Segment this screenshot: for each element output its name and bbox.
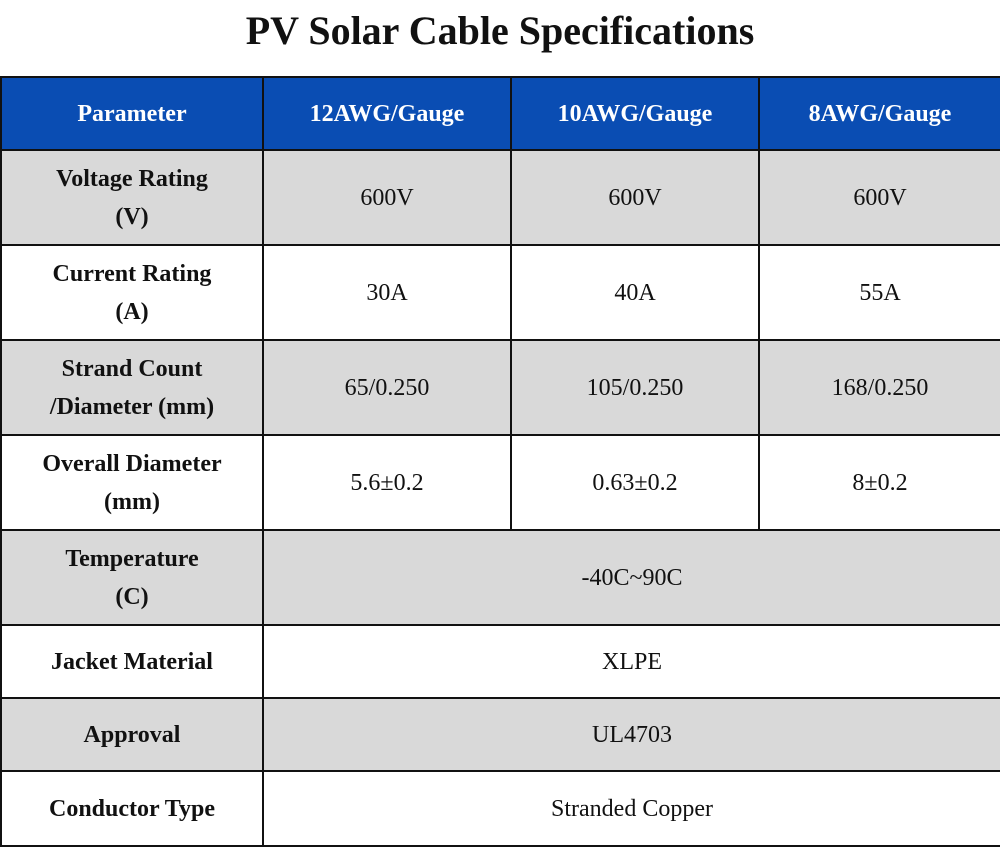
cell-value: 105/0.250 bbox=[510, 339, 760, 436]
table-row: Current Rating (A) 30A 40A 55A bbox=[0, 244, 1000, 341]
cell-value: 55A bbox=[758, 244, 1000, 341]
row-label-jacket: Jacket Material bbox=[0, 624, 264, 699]
row-label-line: Overall Diameter bbox=[42, 450, 222, 477]
table-row: Jacket Material XLPE bbox=[0, 624, 1000, 699]
merged-cell-value: -40C~90C bbox=[262, 529, 1000, 626]
table-header-row: Parameter 12AWG/Gauge 10AWG/Gauge 8AWG/G… bbox=[0, 76, 1000, 151]
cell-value: 5.6±0.2 bbox=[262, 434, 512, 531]
row-label-line: /Diameter (mm) bbox=[49, 393, 215, 420]
row-label-strand: Strand Count /Diameter (mm) bbox=[0, 339, 264, 436]
cell-value: 168/0.250 bbox=[758, 339, 1000, 436]
row-label-voltage: Voltage Rating (V) bbox=[0, 149, 264, 246]
row-label-line: (A) bbox=[115, 298, 149, 325]
row-label-line: (mm) bbox=[104, 488, 160, 515]
row-label-conductor: Conductor Type bbox=[0, 770, 264, 847]
row-label-current: Current Rating (A) bbox=[0, 244, 264, 341]
cell-value: 0.63±0.2 bbox=[510, 434, 760, 531]
row-label-line: Current Rating bbox=[52, 260, 212, 287]
cell-value: 8±0.2 bbox=[758, 434, 1000, 531]
header-12awg: 12AWG/Gauge bbox=[262, 76, 512, 151]
cell-value: 40A bbox=[510, 244, 760, 341]
table-row: Conductor Type Stranded Copper bbox=[0, 770, 1000, 847]
page-title: PV Solar Cable Specifications bbox=[245, 8, 755, 53]
cell-value: 600V bbox=[262, 149, 512, 246]
row-label-line: Strand Count bbox=[61, 355, 203, 382]
row-label-line: (C) bbox=[115, 583, 149, 610]
merged-cell-value: XLPE bbox=[262, 624, 1000, 699]
merged-cell-value: UL4703 bbox=[262, 697, 1000, 772]
merged-cell-value: Stranded Copper bbox=[262, 770, 1000, 847]
row-label-overall-diameter: Overall Diameter (mm) bbox=[0, 434, 264, 531]
table-row: Voltage Rating (V) 600V 600V 600V bbox=[0, 149, 1000, 246]
row-label-temperature: Temperature (C) bbox=[0, 529, 264, 626]
row-label-line: Temperature bbox=[65, 545, 199, 572]
table-row: Overall Diameter (mm) 5.6±0.2 0.63±0.2 8… bbox=[0, 434, 1000, 531]
row-label-line: (V) bbox=[115, 203, 149, 230]
row-label-approval: Approval bbox=[0, 697, 264, 772]
cell-value: 30A bbox=[262, 244, 512, 341]
table-row: Strand Count /Diameter (mm) 65/0.250 105… bbox=[0, 339, 1000, 436]
table-row: Temperature (C) -40C~90C bbox=[0, 529, 1000, 626]
header-parameter: Parameter bbox=[0, 76, 264, 151]
spec-table: Parameter 12AWG/Gauge 10AWG/Gauge 8AWG/G… bbox=[0, 76, 1000, 847]
cell-value: 600V bbox=[510, 149, 760, 246]
header-10awg: 10AWG/Gauge bbox=[510, 76, 760, 151]
cell-value: 65/0.250 bbox=[262, 339, 512, 436]
header-8awg: 8AWG/Gauge bbox=[758, 76, 1000, 151]
table-row: Approval UL4703 bbox=[0, 697, 1000, 772]
row-label-line: Voltage Rating bbox=[56, 165, 208, 192]
cell-value: 600V bbox=[758, 149, 1000, 246]
